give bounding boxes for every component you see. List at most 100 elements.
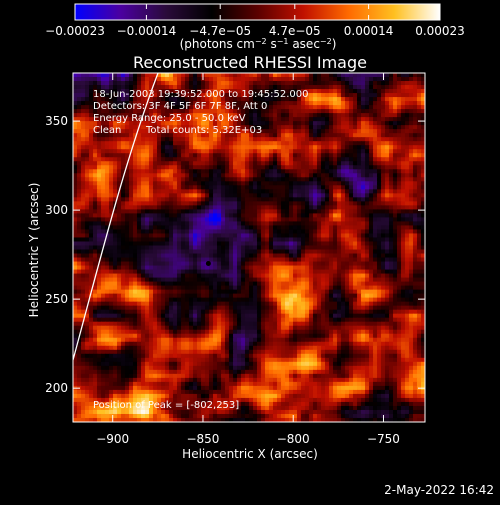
heatmap-cell — [221, 141, 226, 146]
heatmap-cell — [253, 213, 258, 218]
heatmap-cell — [369, 173, 374, 178]
heatmap-cell — [321, 129, 326, 134]
heatmap-cell — [89, 77, 94, 82]
heatmap-cell — [329, 101, 334, 106]
heatmap-cell — [241, 169, 246, 174]
heatmap-cell — [161, 213, 166, 218]
heatmap-cell — [205, 193, 210, 198]
heatmap-cell — [233, 298, 238, 303]
heatmap-cell — [381, 125, 386, 130]
heatmap-cell — [121, 282, 126, 287]
heatmap-cell — [205, 229, 210, 234]
heatmap-cell — [349, 189, 354, 194]
heatmap-cell — [373, 121, 378, 126]
heatmap-cell — [285, 125, 290, 130]
heatmap-cell — [333, 125, 338, 130]
heatmap-cell — [221, 205, 226, 210]
heatmap-cell — [265, 81, 270, 86]
heatmap-cell — [241, 245, 246, 250]
heatmap-cell — [165, 77, 170, 82]
heatmap-cell — [397, 217, 402, 222]
heatmap-cell — [101, 290, 106, 295]
heatmap-cell — [137, 258, 142, 263]
heatmap-cell — [333, 89, 338, 94]
heatmap-cell — [253, 185, 258, 190]
heatmap-cell — [209, 270, 214, 275]
heatmap-cell — [97, 201, 102, 206]
heatmap-cell — [121, 77, 126, 82]
heatmap-cell — [165, 197, 170, 202]
heatmap-cell — [229, 205, 234, 210]
heatmap-cell — [181, 225, 186, 230]
heatmap-cell — [197, 157, 202, 162]
heatmap-cell — [273, 153, 278, 158]
heatmap-cell — [229, 258, 234, 263]
heatmap-cell — [377, 213, 382, 218]
heatmap-cell — [133, 229, 138, 234]
heatmap-cell — [133, 274, 138, 279]
heatmap-cell — [369, 141, 374, 146]
heatmap-cell — [81, 294, 86, 299]
heatmap-cell — [413, 286, 418, 291]
heatmap-cell — [277, 73, 282, 78]
colorbar-units: (photons cm−2 s−1 asec−2) — [180, 37, 337, 51]
heatmap-cell — [193, 274, 198, 279]
heatmap-cell — [113, 237, 118, 242]
heatmap-cell — [377, 205, 382, 210]
heatmap-cell — [85, 294, 90, 299]
heatmap-cell — [229, 153, 234, 158]
heatmap-cell — [117, 213, 122, 218]
heatmap-cell — [269, 81, 274, 86]
heatmap-cell — [301, 177, 306, 182]
heatmap-cell — [217, 241, 222, 246]
heatmap-cell — [145, 189, 150, 194]
heatmap-cell — [309, 153, 314, 158]
heatmap-cell — [297, 217, 302, 222]
heatmap-cell — [357, 229, 362, 234]
heatmap-cell — [77, 233, 82, 238]
heatmap-cell — [73, 266, 78, 271]
heatmap-cell — [417, 290, 422, 295]
heatmap-cell — [385, 262, 390, 267]
heatmap-cell — [309, 133, 314, 138]
heatmap-cell — [349, 73, 354, 78]
heatmap-cell — [161, 241, 166, 246]
heatmap-cell — [361, 117, 366, 122]
heatmap-cell — [397, 213, 402, 218]
heatmap-cell — [173, 286, 178, 291]
heatmap-cell — [277, 177, 282, 182]
heatmap-cell — [325, 177, 330, 182]
heatmap-cell — [81, 270, 86, 275]
heatmap-cell — [373, 258, 378, 263]
heatmap-cell — [365, 266, 370, 271]
heatmap-cell — [381, 290, 386, 295]
heatmap-cell — [173, 189, 178, 194]
heatmap-cell — [297, 262, 302, 267]
heatmap-cell — [201, 233, 206, 238]
heatmap-cell — [305, 237, 310, 242]
heatmap-cell — [169, 197, 174, 202]
heatmap-cell — [309, 185, 314, 190]
heatmap-cell — [397, 262, 402, 267]
heatmap-cell — [205, 266, 210, 271]
heatmap-cell — [121, 250, 126, 255]
heatmap-cell — [149, 278, 154, 283]
heatmap-cell — [301, 274, 306, 279]
heatmap-cell — [181, 173, 186, 178]
heatmap-cell — [361, 197, 366, 202]
heatmap-cell — [389, 121, 394, 126]
heatmap-cell — [213, 137, 218, 142]
heatmap-cell — [93, 209, 98, 214]
heatmap-cell — [77, 258, 82, 263]
heatmap-cell — [85, 89, 90, 94]
heatmap-cell — [209, 254, 214, 259]
heatmap-cell — [317, 153, 322, 158]
heatmap-cell — [257, 241, 262, 246]
heatmap-cell — [377, 193, 382, 198]
heatmap-cell — [361, 254, 366, 259]
heatmap-cell — [333, 73, 338, 78]
heatmap-cell — [249, 213, 254, 218]
heatmap-cell — [361, 193, 366, 198]
heatmap-cell — [89, 165, 94, 170]
heatmap-cell — [349, 161, 354, 166]
